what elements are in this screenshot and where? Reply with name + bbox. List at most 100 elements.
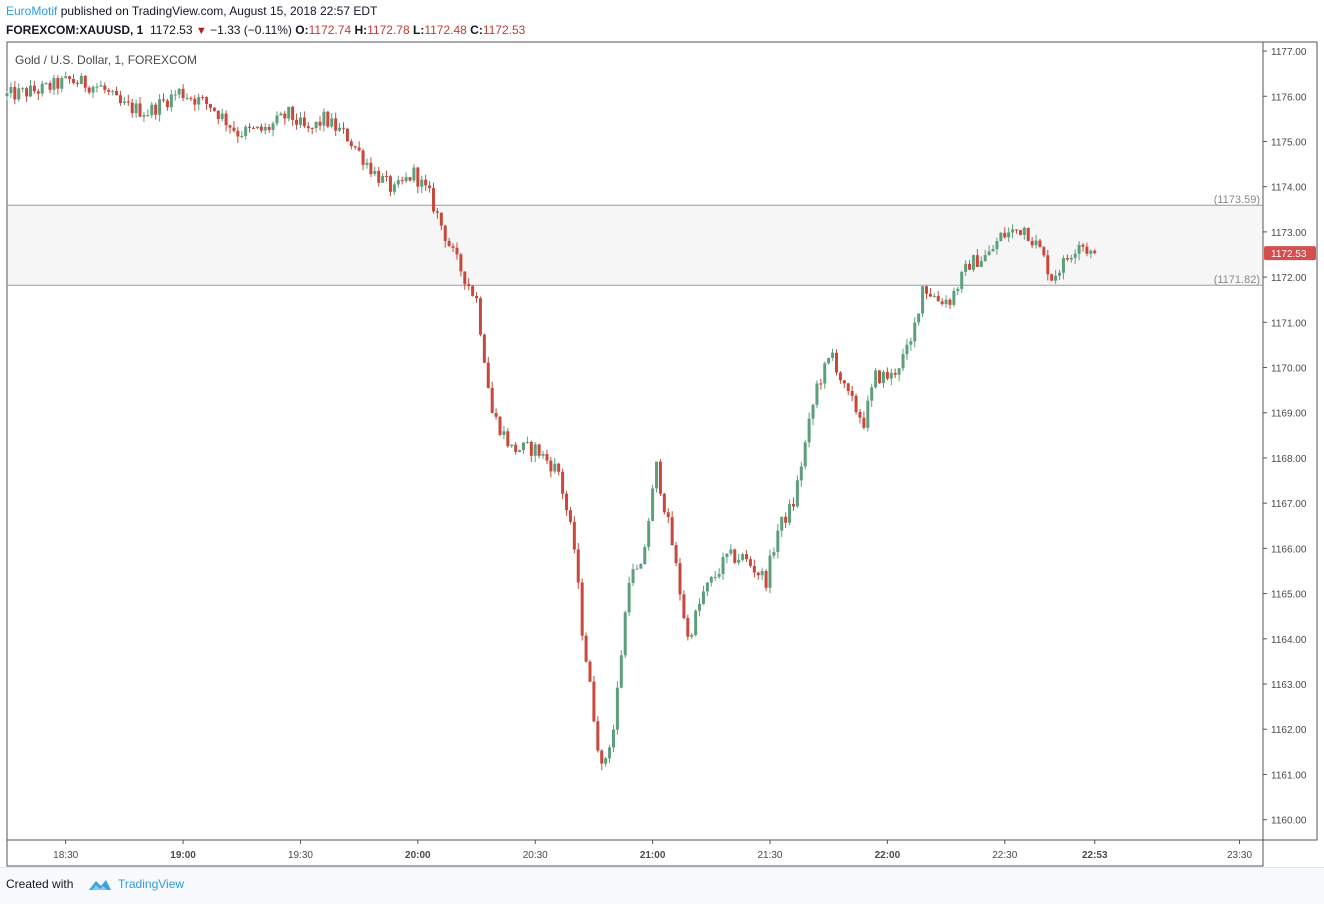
x-tick-label: 20:30 (523, 850, 548, 861)
candle-body (279, 113, 283, 116)
candle-body (216, 110, 220, 120)
candle-body (565, 493, 569, 511)
tradingview-brand-link[interactable]: TradingView (118, 877, 185, 891)
y-tick-label: 1175.00 (1271, 137, 1307, 148)
candle-body (232, 127, 236, 131)
candle-body (686, 618, 690, 637)
x-tick-label: 21:00 (640, 850, 666, 861)
candle-body (439, 212, 443, 226)
candle-body (173, 94, 177, 96)
candle-body (776, 530, 780, 553)
candle-body (115, 90, 119, 96)
band-upper-label: (1173.59) (1214, 194, 1260, 206)
candle-body (510, 444, 514, 447)
candle-body (705, 582, 709, 592)
close-label: C: (470, 23, 483, 37)
candle-body (1003, 232, 1007, 238)
candle-body (795, 480, 799, 507)
last-price-tag-text: 1172.53 (1271, 249, 1307, 260)
candle-body (991, 248, 995, 252)
candle-body (948, 299, 952, 305)
candle-body (1007, 232, 1011, 238)
candle-body (748, 559, 752, 566)
candle-body (357, 147, 361, 151)
candle-body (475, 295, 479, 299)
candle-body (862, 417, 866, 428)
candle-body (791, 503, 795, 507)
candle-body (1081, 244, 1085, 247)
candle-body (870, 387, 874, 401)
candle-body (811, 404, 815, 419)
candle-body (83, 75, 87, 88)
candle-body (236, 130, 240, 137)
candle-body (482, 334, 486, 363)
tradingview-logo-icon[interactable] (87, 877, 113, 893)
candle-body (854, 395, 858, 412)
x-tick-label: 20:00 (405, 850, 431, 861)
time-axis[interactable] (6, 839, 1264, 867)
candle-body (760, 571, 764, 576)
candle-body (1046, 255, 1050, 275)
candle-body (987, 251, 991, 255)
band-lower-label: (1171.82) (1214, 274, 1260, 286)
candle-body (956, 288, 960, 291)
candle-body (208, 103, 212, 108)
candle-body (666, 512, 670, 518)
candle-body (431, 188, 435, 212)
candle-body (709, 576, 713, 583)
candle-body (25, 88, 29, 97)
y-tick-label: 1171.00 (1271, 318, 1307, 329)
candle-body (400, 180, 404, 182)
candle-body (1030, 240, 1034, 246)
y-tick-label: 1167.00 (1271, 499, 1307, 510)
candle-body (909, 341, 913, 345)
candle-body (361, 150, 365, 165)
candle-body (48, 83, 52, 90)
x-tick-label: 19:00 (170, 850, 196, 861)
candle-body (925, 286, 929, 294)
candle-body (369, 162, 373, 175)
candle-body (553, 463, 557, 472)
candle-body (525, 441, 529, 443)
candle-body (224, 113, 228, 126)
candle-body (506, 431, 510, 447)
candle-body (255, 126, 259, 129)
candle-body (615, 687, 619, 730)
candle-body (968, 263, 972, 270)
candle-body (162, 99, 166, 101)
candle-body (1065, 258, 1069, 260)
candle-body (1054, 275, 1058, 281)
y-tick-label: 1169.00 (1271, 409, 1307, 420)
candle-body (1011, 229, 1015, 233)
candle-body (913, 322, 917, 342)
candle-body (944, 299, 948, 305)
candle-body (752, 565, 756, 573)
candle-body (381, 175, 385, 183)
candle-body (310, 127, 314, 129)
candle-body (345, 128, 349, 142)
open-value: 1172.74 (308, 23, 352, 37)
price-axis[interactable] (1262, 41, 1318, 841)
author-link[interactable]: EuroMotif (6, 4, 58, 18)
candle-body (643, 546, 647, 565)
plot-area[interactable] (6, 41, 1264, 841)
candle-body (68, 76, 72, 80)
candle-body (905, 344, 909, 355)
y-tick-label: 1174.00 (1271, 183, 1307, 194)
candle-body (435, 211, 439, 213)
candle-body (79, 75, 83, 84)
candle-body (960, 271, 964, 289)
published-text: published on TradingView.com, August 15,… (60, 4, 378, 18)
price-chart[interactable]: (1173.59) (1171.82) Gold / U.S. Dollar, … (0, 0, 1324, 868)
candle-body (52, 78, 56, 90)
close-value: 1172.53 (482, 23, 526, 37)
candle-body (917, 313, 921, 323)
candle-body (803, 442, 807, 467)
candle-body (17, 88, 21, 100)
candle-body (322, 111, 326, 126)
candle-body (459, 254, 463, 272)
candle-body (146, 115, 150, 117)
candle-body (185, 97, 189, 99)
candle-body (32, 85, 36, 92)
candle-body (741, 554, 745, 560)
